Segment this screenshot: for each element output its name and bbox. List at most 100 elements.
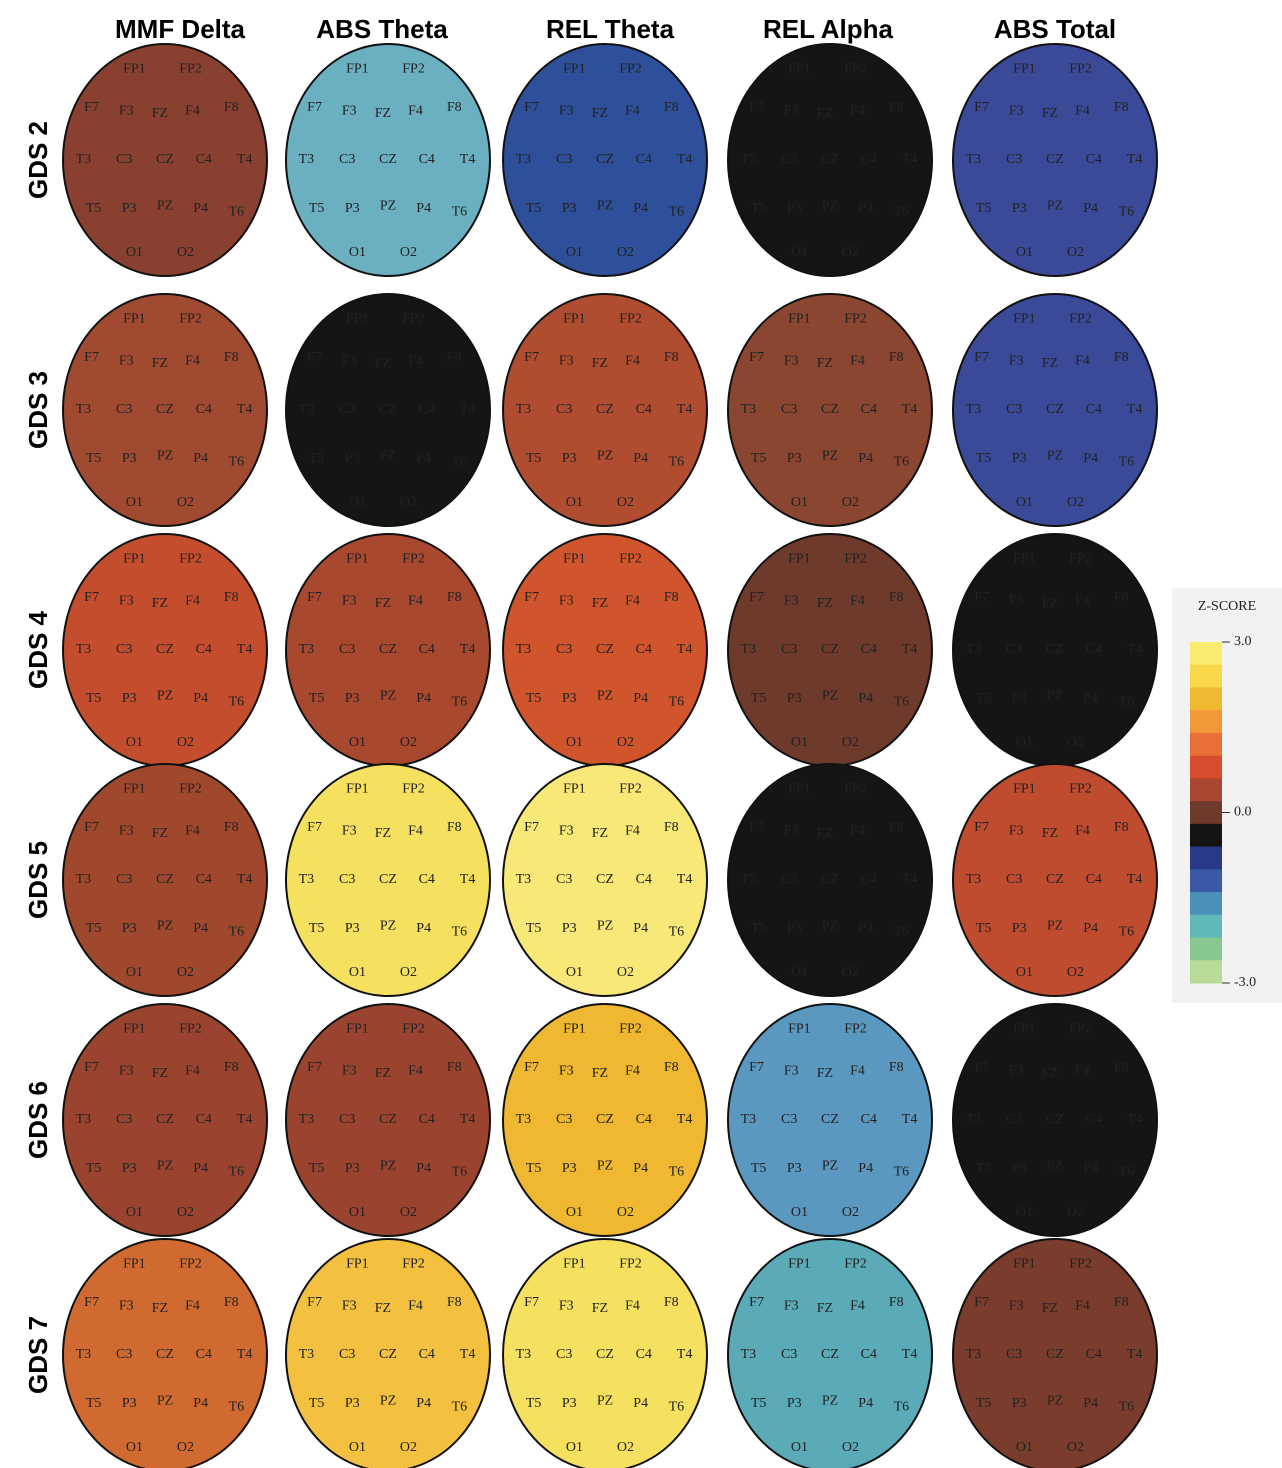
electrode-label: F7 — [307, 1060, 322, 1075]
electrode-label: P4 — [858, 201, 873, 216]
colorbar-swatch — [1190, 960, 1222, 983]
topo-map: FP1FP2F7F3FZF4F8T3C3CZC4T4T5P3PZP4T6O1O2 — [286, 294, 490, 526]
electrode-label: O2 — [400, 1440, 417, 1455]
electrode-label: F8 — [224, 1060, 239, 1075]
electrode-label: FP2 — [402, 782, 425, 797]
colorbar-swatch — [1190, 687, 1222, 710]
electrode-label: P4 — [193, 921, 208, 936]
colorbar-tick-label: -3.0 — [1234, 975, 1256, 990]
electrode-label: PZ — [380, 689, 396, 704]
electrode-label: P3 — [122, 1396, 137, 1411]
electrode-label: CZ — [156, 1347, 174, 1362]
electrode-label: F8 — [1114, 1295, 1129, 1310]
electrode-label: CZ — [379, 402, 397, 417]
electrode-label: O1 — [126, 245, 143, 260]
electrode-label: F3 — [784, 353, 799, 368]
row-label: GDS 5 — [23, 841, 53, 919]
electrode-label: CZ — [821, 1112, 839, 1127]
colorbar-swatch — [1190, 938, 1222, 961]
row-label: GDS 7 — [23, 1316, 53, 1394]
electrode-label: FP1 — [563, 552, 586, 567]
electrode-label: T3 — [299, 152, 315, 167]
colorbar-swatch — [1190, 642, 1222, 665]
electrode-label: O2 — [617, 1440, 634, 1455]
electrode-label: PZ — [822, 1159, 838, 1174]
electrode-label: C3 — [556, 1112, 572, 1127]
electrode-label: T5 — [976, 1161, 992, 1176]
electrode-label: FP2 — [179, 312, 202, 327]
electrode-label: F8 — [224, 1295, 239, 1310]
topo-map: FP1FP2F7F3FZF4F8T3C3CZC4T4T5P3PZP4T6O1O2 — [286, 44, 490, 276]
electrode-label: T5 — [526, 921, 542, 936]
electrode-label: T5 — [526, 1396, 542, 1411]
electrode-label: O1 — [566, 245, 583, 260]
colorbar-title: Z-SCORE — [1198, 599, 1256, 614]
electrode-label: T6 — [669, 694, 685, 709]
electrode-label: F4 — [1075, 353, 1090, 368]
electrode-label: F7 — [749, 1295, 764, 1310]
electrode-label: T6 — [229, 694, 245, 709]
electrode-label: C3 — [116, 1112, 132, 1127]
electrode-label: T4 — [677, 1347, 693, 1362]
electrode-label: T6 — [1119, 694, 1135, 709]
electrode-label: F8 — [224, 590, 239, 605]
electrode-label: T3 — [516, 152, 532, 167]
electrode-label: C4 — [636, 1347, 652, 1362]
electrode-label: O1 — [791, 1205, 808, 1220]
topo-map: FP1FP2F7F3FZF4F8T3C3CZC4T4T5P3PZP4T6O1O2 — [286, 1004, 490, 1236]
electrode-label: CZ — [379, 152, 397, 167]
electrode-label: P4 — [633, 691, 648, 706]
electrode-label: P3 — [787, 201, 802, 216]
electrode-label: FP1 — [346, 62, 369, 77]
electrode-label: O1 — [566, 735, 583, 750]
electrode-label: T5 — [976, 921, 992, 936]
electrode-label: P3 — [1012, 201, 1027, 216]
electrode-label: C3 — [339, 642, 355, 657]
topo-map: FP1FP2F7F3FZF4F8T3C3CZC4T4T5P3PZP4T6O1O2 — [728, 1004, 932, 1236]
electrode-label: FP2 — [402, 62, 425, 77]
electrode-label: F8 — [664, 100, 679, 115]
electrode-label: PZ — [380, 199, 396, 214]
electrode-label: T4 — [1127, 872, 1143, 887]
electrode-label: F7 — [749, 1060, 764, 1075]
electrode-label: FP1 — [123, 1257, 146, 1272]
electrode-label: C4 — [861, 152, 877, 167]
electrode-label: F4 — [408, 1063, 423, 1078]
electrode-label: FP2 — [402, 312, 425, 327]
electrode-label: O2 — [1067, 245, 1084, 260]
electrode-label: P4 — [858, 451, 873, 466]
topo-map: FP1FP2F7F3FZF4F8T3C3CZC4T4T5P3PZP4T6O1O2 — [953, 1004, 1157, 1236]
electrode-label: FP2 — [402, 552, 425, 567]
electrode-label: PZ — [380, 1394, 396, 1409]
electrode-label: FZ — [592, 106, 608, 121]
topo-map: FP1FP2F7F3FZF4F8T3C3CZC4T4T5P3PZP4T6O1O2 — [728, 534, 932, 766]
electrode-label: T3 — [516, 642, 532, 657]
electrode-label: C4 — [419, 402, 435, 417]
electrode-label: P4 — [416, 691, 431, 706]
topo-map: FP1FP2F7F3FZF4F8T3C3CZC4T4T5P3PZP4T6O1O2 — [728, 44, 932, 276]
electrode-label: T6 — [669, 1164, 685, 1179]
electrode-label: F3 — [784, 593, 799, 608]
column-header: REL Theta — [546, 14, 675, 44]
electrode-label: FP2 — [619, 312, 642, 327]
electrode-label: T6 — [229, 1399, 245, 1414]
electrode-label: FP1 — [346, 312, 369, 327]
electrode-label: T6 — [894, 924, 910, 939]
electrode-label: FZ — [817, 106, 833, 121]
electrode-label: O1 — [1016, 1205, 1033, 1220]
electrode-label: T3 — [76, 872, 92, 887]
electrode-label: CZ — [596, 152, 614, 167]
electrode-label: FZ — [375, 1301, 391, 1316]
electrode-label: FP2 — [844, 552, 867, 567]
colorbar-swatch — [1190, 710, 1222, 733]
electrode-label: F3 — [1009, 353, 1024, 368]
electrode-label: T3 — [299, 642, 315, 657]
electrode-label: C3 — [116, 152, 132, 167]
electrode-label: F7 — [84, 350, 99, 365]
electrode-label: P4 — [416, 1161, 431, 1176]
electrode-label: C4 — [861, 642, 877, 657]
column-header: ABS Total — [994, 14, 1116, 44]
topo-map: FP1FP2F7F3FZF4F8T3C3CZC4T4T5P3PZP4T6O1O2 — [953, 764, 1157, 996]
electrode-label: P3 — [787, 691, 802, 706]
electrode-label: O1 — [566, 1205, 583, 1220]
